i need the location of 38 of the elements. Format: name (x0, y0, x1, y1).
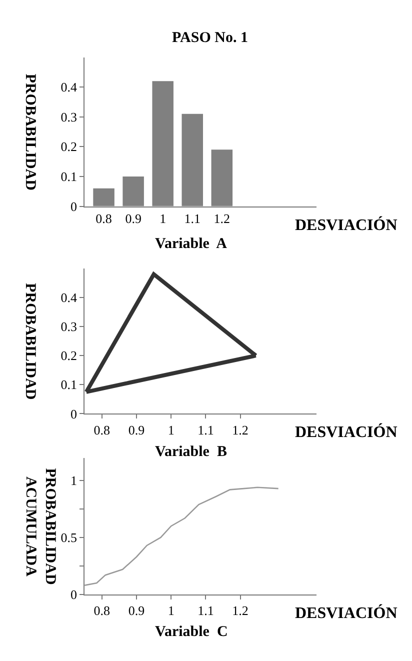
y-axis-title: PROBABILIDAD (22, 74, 38, 191)
x-tick-label: 1 (168, 603, 174, 618)
chart-title: PASO No. 1 (172, 30, 248, 46)
x-tick-label: 0.8 (94, 603, 110, 618)
x-tick-label: 1.1 (198, 603, 214, 618)
x-tick-label: 1.2 (214, 210, 230, 226)
y-tick-label: 0 (70, 586, 77, 602)
annotation: Variable B (155, 444, 227, 460)
x-tick-label: 0.8 (96, 210, 112, 226)
y-tick-label: 0.1 (60, 169, 77, 184)
x-tick-label: 0.9 (128, 422, 145, 438)
y-axis-title: PROBABILIDAD ACUMULADA (22, 468, 58, 585)
x-axis-title: DESVIACIÓN (295, 604, 398, 622)
y-tick-label: 0 (70, 406, 77, 422)
y-tick-label: 1 (70, 473, 77, 488)
x-tick-label: 1.1 (198, 422, 214, 438)
x-tick-label: 1.2 (232, 422, 248, 438)
y-tick-label: 0.5 (60, 530, 77, 546)
y-tick-label: 0.3 (60, 319, 77, 334)
x-tick-label: 0.9 (128, 603, 145, 618)
text: Variable A (155, 236, 228, 252)
x-tick-label: 0.9 (125, 210, 142, 226)
text: Variable C (155, 624, 228, 640)
x-tick-label: 1 (160, 210, 166, 226)
x-tick-label: 1.2 (232, 603, 248, 618)
x-axis-title: DESVIACIÓN (295, 423, 398, 441)
y-tick-label: 0.3 (60, 109, 77, 124)
y-tick-label: 0 (70, 198, 77, 214)
x-tick-label: 1 (168, 422, 174, 438)
y-tick-label: 0.2 (60, 348, 77, 364)
y-tick-label: 0.1 (60, 377, 77, 392)
x-axis-title: DESVIACIÓN (295, 216, 398, 234)
y-axis-title: PROBABILIDAD (22, 283, 38, 400)
y-tick-label: 0.4 (60, 290, 78, 306)
x-tick-label: 1.1 (184, 210, 201, 226)
x-tick-label: 0.8 (94, 422, 110, 438)
y-tick-label: 0.2 (60, 139, 77, 154)
y-tick-label: 0.4 (60, 80, 78, 95)
